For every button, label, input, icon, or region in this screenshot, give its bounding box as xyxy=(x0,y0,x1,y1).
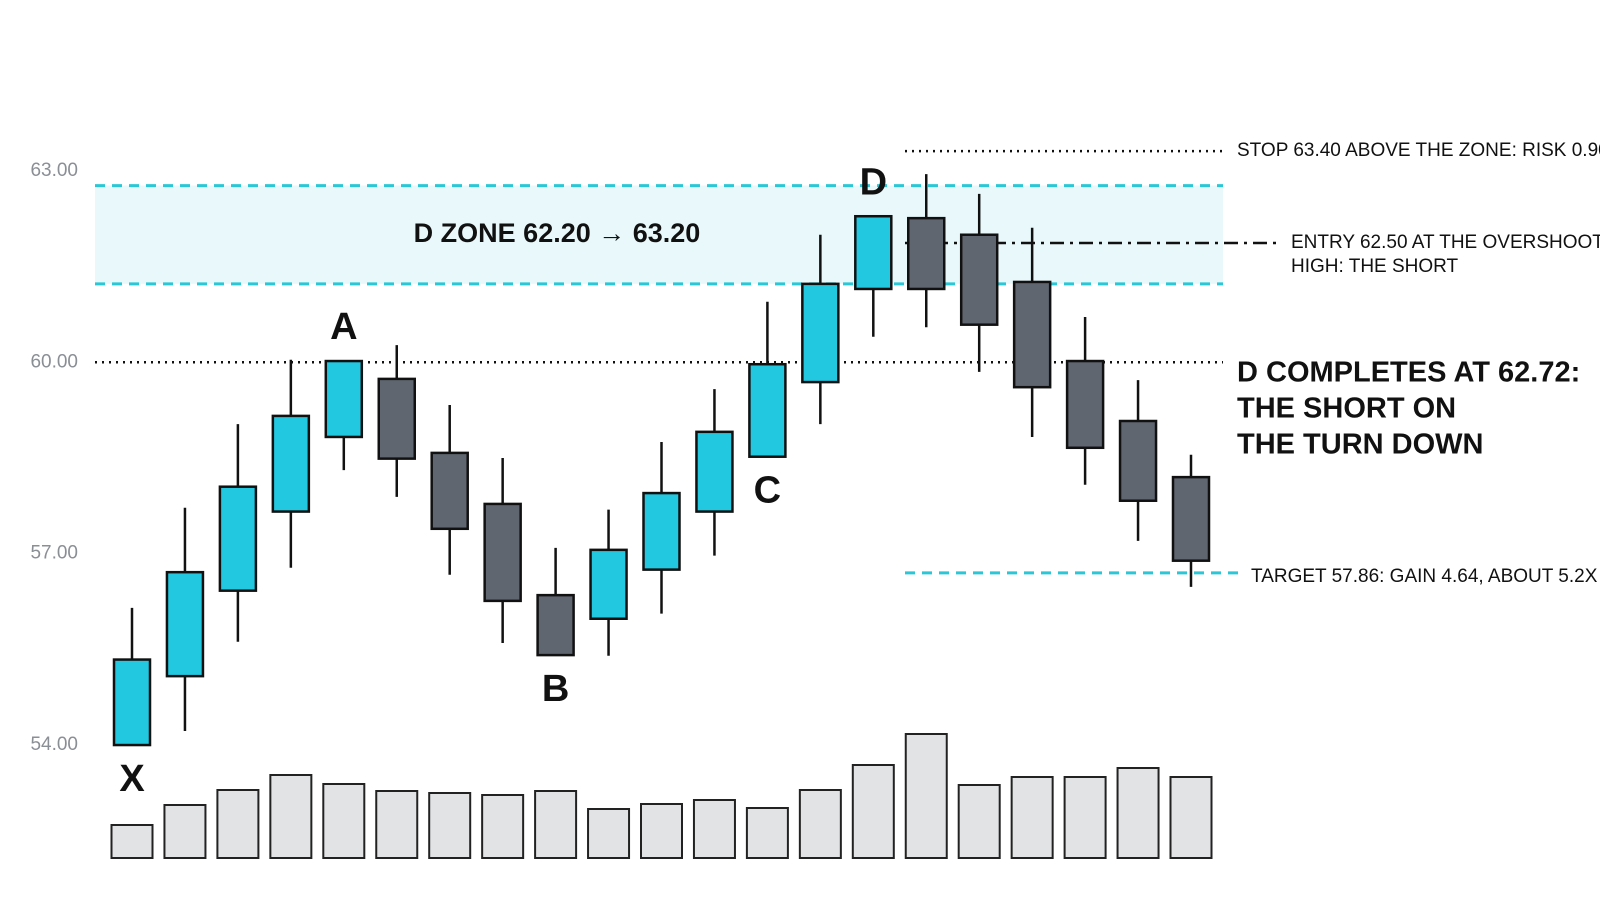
candle-body xyxy=(377,377,416,460)
volume-bar xyxy=(375,790,419,859)
candle-body xyxy=(430,451,469,531)
candle-body xyxy=(748,362,787,458)
candle-body xyxy=(1171,475,1211,562)
candle-body xyxy=(536,593,575,657)
pivot-label: C xyxy=(754,470,781,512)
y-tick-label: 57.00 xyxy=(30,543,78,564)
volume-bar xyxy=(481,794,525,859)
y-tick-label: 54.00 xyxy=(30,734,78,755)
headline: D COMPLETES AT 62.72: xyxy=(1237,357,1580,389)
candle-body xyxy=(271,414,311,513)
volume-bar xyxy=(110,824,154,859)
volume-bar xyxy=(587,808,631,859)
volume-bar xyxy=(322,783,366,859)
candle-body xyxy=(218,485,258,592)
headline: THE TURN DOWN xyxy=(1237,429,1483,461)
volume-bar xyxy=(640,803,683,859)
candle-body xyxy=(854,214,893,291)
pivot-label: D xyxy=(860,161,887,203)
candle-body xyxy=(589,548,628,620)
headline: THE SHORT ON xyxy=(1237,393,1456,425)
zone-band xyxy=(95,185,1223,284)
volume-bar xyxy=(745,807,789,859)
volume-bar xyxy=(534,790,578,859)
volume-bar xyxy=(798,789,842,859)
target-label: TARGET 57.86: GAIN 4.64, ABOUT 5.2X xyxy=(1251,566,1598,587)
volume-bar xyxy=(163,804,207,859)
volume-bar xyxy=(216,789,260,859)
candle-body xyxy=(1012,280,1052,389)
candle-body xyxy=(1118,419,1158,502)
volume-bar xyxy=(1010,776,1054,859)
entry-label: HIGH: THE SHORT xyxy=(1291,256,1459,277)
volume-bar xyxy=(428,792,472,859)
candle-body xyxy=(907,216,946,291)
candle-body xyxy=(112,658,152,747)
candle-body xyxy=(801,282,840,384)
volume-bar xyxy=(1116,767,1160,859)
volume-bar xyxy=(269,774,313,859)
candle-body xyxy=(165,570,205,678)
zone-label: D ZONE 62.20 → 63.20 xyxy=(414,218,701,248)
candle-body xyxy=(642,491,681,571)
candle-body xyxy=(483,502,522,603)
candle-body xyxy=(324,359,364,439)
stop-label: STOP 63.40 ABOVE THE ZONE: RISK 0.90 xyxy=(1237,140,1600,161)
entry-label: ENTRY 62.50 AT THE OVERSHOOT xyxy=(1291,232,1600,253)
volume-bar xyxy=(692,799,736,859)
pivot-label: B xyxy=(542,668,569,710)
pivot-label: X xyxy=(119,758,145,800)
y-tick-label: 60.00 xyxy=(30,351,78,372)
pivot-label: A xyxy=(330,306,357,348)
volume-bar xyxy=(1063,776,1107,859)
volume-bar xyxy=(851,764,895,859)
volume-bar xyxy=(904,733,948,859)
candle-body xyxy=(1065,359,1105,450)
y-tick-label: 63.00 xyxy=(30,160,78,181)
candle-body xyxy=(695,430,734,513)
volume-bar xyxy=(1169,776,1213,859)
candle-body xyxy=(959,233,999,326)
volume-bar xyxy=(957,784,1001,859)
